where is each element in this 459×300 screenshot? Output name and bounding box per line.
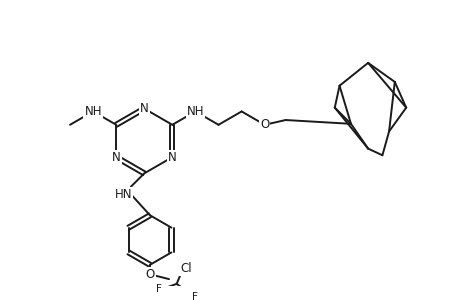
Text: Cl: Cl	[180, 262, 191, 275]
Text: N: N	[112, 151, 120, 164]
Text: O: O	[259, 118, 269, 131]
Text: F: F	[155, 284, 161, 294]
Text: NH: NH	[84, 105, 101, 118]
Text: NH: NH	[186, 105, 204, 118]
Text: F: F	[191, 292, 197, 300]
Text: O: O	[145, 268, 154, 281]
Text: HN: HN	[114, 188, 132, 201]
Text: N: N	[140, 102, 148, 115]
Text: N: N	[168, 151, 176, 164]
